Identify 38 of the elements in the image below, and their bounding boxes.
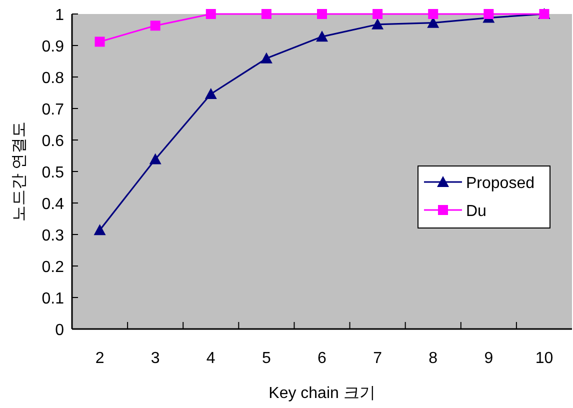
point <box>484 9 494 19</box>
x-tick-label: 5 <box>262 350 271 367</box>
x-tick-label: 4 <box>206 350 216 367</box>
point <box>317 9 327 19</box>
x-axis-title: Key chain 크기 <box>268 385 376 402</box>
point <box>372 9 383 19</box>
y-tick-label: 0.1 <box>42 290 64 308</box>
y-tick-label: 0.4 <box>42 196 64 213</box>
point <box>316 30 328 42</box>
point <box>206 9 216 19</box>
y-tick-label: 1 <box>55 7 64 24</box>
point <box>94 36 105 47</box>
point <box>372 18 384 30</box>
y-tick-label: 0.9 <box>42 38 64 56</box>
legend-label: Proposed <box>466 175 534 192</box>
legend-label: Du <box>466 203 486 220</box>
y-tick-label: 0.7 <box>42 102 64 118</box>
y-axis-title: 노드간 연결도 <box>11 121 28 222</box>
point <box>94 224 106 236</box>
point <box>204 88 217 100</box>
x-tick-label: 10 <box>535 350 554 367</box>
x-tick-label: 2 <box>95 350 104 367</box>
point <box>150 20 160 31</box>
x-tick-label: 8 <box>428 350 438 367</box>
point <box>260 52 272 64</box>
x-tick-label: 6 <box>318 350 327 367</box>
point <box>428 9 438 19</box>
y-tick-label: 0.2 <box>42 259 64 276</box>
point <box>261 9 272 19</box>
x-tick-label: 7 <box>373 350 382 367</box>
y-tick-label: 0.8 <box>42 70 64 87</box>
y-tick-label: 0.5 <box>42 164 64 182</box>
y-tick-label: 0 <box>55 322 64 339</box>
y-tick-label: 0.3 <box>42 228 64 244</box>
x-tick-label: 3 <box>150 350 160 367</box>
point <box>149 153 162 164</box>
y-tick-label: 0.6 <box>42 133 64 150</box>
x-tick-label: 9 <box>484 350 494 367</box>
